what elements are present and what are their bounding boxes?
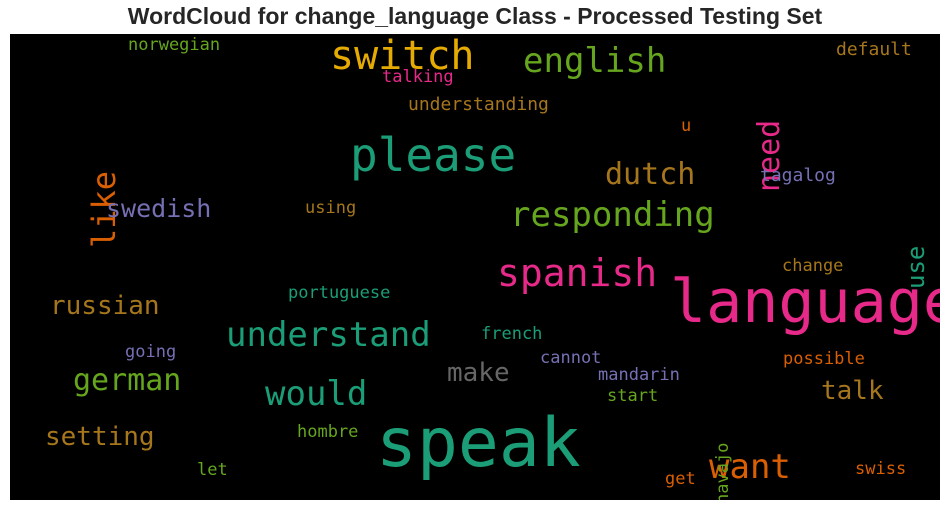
word-default: default — [836, 39, 912, 60]
word-swedish: swedish — [106, 194, 212, 223]
word-change: change — [782, 256, 844, 276]
word-please: please — [350, 128, 517, 182]
word-start: start — [607, 386, 659, 406]
word-understanding: understanding — [408, 94, 549, 115]
word-norwegian: norwegian — [128, 35, 221, 55]
word-would: would — [265, 374, 368, 414]
word-russian: russian — [50, 291, 160, 321]
word-understand: understand — [226, 315, 431, 355]
word-let: let — [197, 460, 228, 480]
word-setting: setting — [45, 422, 155, 452]
word-dutch: dutch — [605, 157, 696, 192]
word-swiss: swiss — [855, 459, 907, 479]
word-cannot: cannot — [540, 348, 602, 368]
word-french: french — [481, 324, 543, 344]
word-make: make — [447, 358, 510, 388]
word-english: english — [523, 41, 667, 81]
word-u: u — [681, 116, 692, 136]
word-tagalog: tagalog — [760, 165, 836, 186]
word-possible: possible — [783, 349, 865, 369]
word-navajo: navajo — [713, 442, 733, 500]
word-responding: responding — [510, 195, 715, 235]
word-get: get — [665, 469, 696, 489]
word-talk: talk — [821, 376, 884, 406]
word-speak: speak — [376, 404, 581, 483]
word-language: language — [670, 267, 940, 337]
word-hombre: hombre — [297, 422, 359, 442]
word-talking: talking — [382, 67, 454, 87]
figure-title: WordCloud for change_language Class - Pr… — [127, 3, 823, 29]
word-going: going — [125, 342, 177, 362]
word-using: using — [305, 198, 357, 218]
wordcloud-canvas: speak language please switch responding … — [10, 34, 940, 500]
word-portuguese: portuguese — [288, 283, 391, 303]
word-spanish: spanish — [497, 251, 658, 295]
word-mandarin: mandarin — [598, 365, 680, 385]
word-german: german — [73, 363, 182, 398]
word-want: want — [709, 447, 791, 487]
word-switch: switch — [330, 34, 475, 79]
word-use: use — [902, 245, 930, 289]
